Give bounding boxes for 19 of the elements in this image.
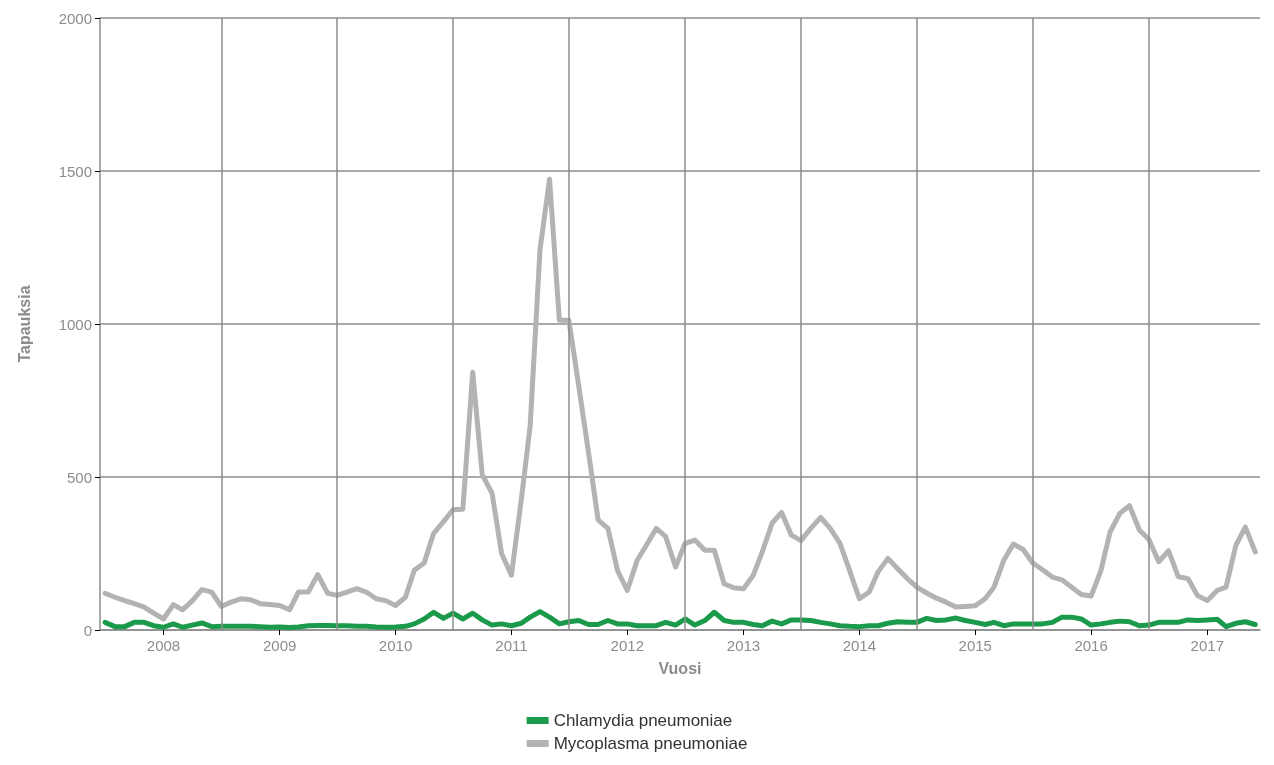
y-axis-title: Tapauksia — [15, 285, 33, 363]
legend-label: Mycoplasma pneumoniae — [553, 734, 748, 753]
x-tick-label: 2014 — [842, 637, 877, 654]
y-tick-label: 0 — [83, 621, 92, 639]
x-tick-label: 2017 — [1190, 637, 1224, 654]
x-tick-label: 2010 — [378, 637, 413, 654]
x-axis-title: Vuosi — [658, 659, 702, 677]
x-tick-label: 2008 — [146, 637, 181, 654]
x-tick-label: 2016 — [1074, 637, 1108, 654]
y-tick-label: 2000 — [58, 9, 92, 27]
y-tick-label: 1500 — [58, 162, 92, 180]
x-tick-label: 2011 — [495, 637, 528, 654]
x-tick-label: 2012 — [610, 637, 644, 654]
y-tick-label: 500 — [66, 468, 92, 486]
y-tick-label: 1000 — [58, 315, 92, 333]
legend-label: Chlamydia pneumoniae — [553, 711, 733, 730]
x-tick-label: 2013 — [726, 637, 761, 654]
x-tick-label: 2009 — [262, 637, 297, 654]
x-tick-label: 2015 — [958, 637, 992, 654]
